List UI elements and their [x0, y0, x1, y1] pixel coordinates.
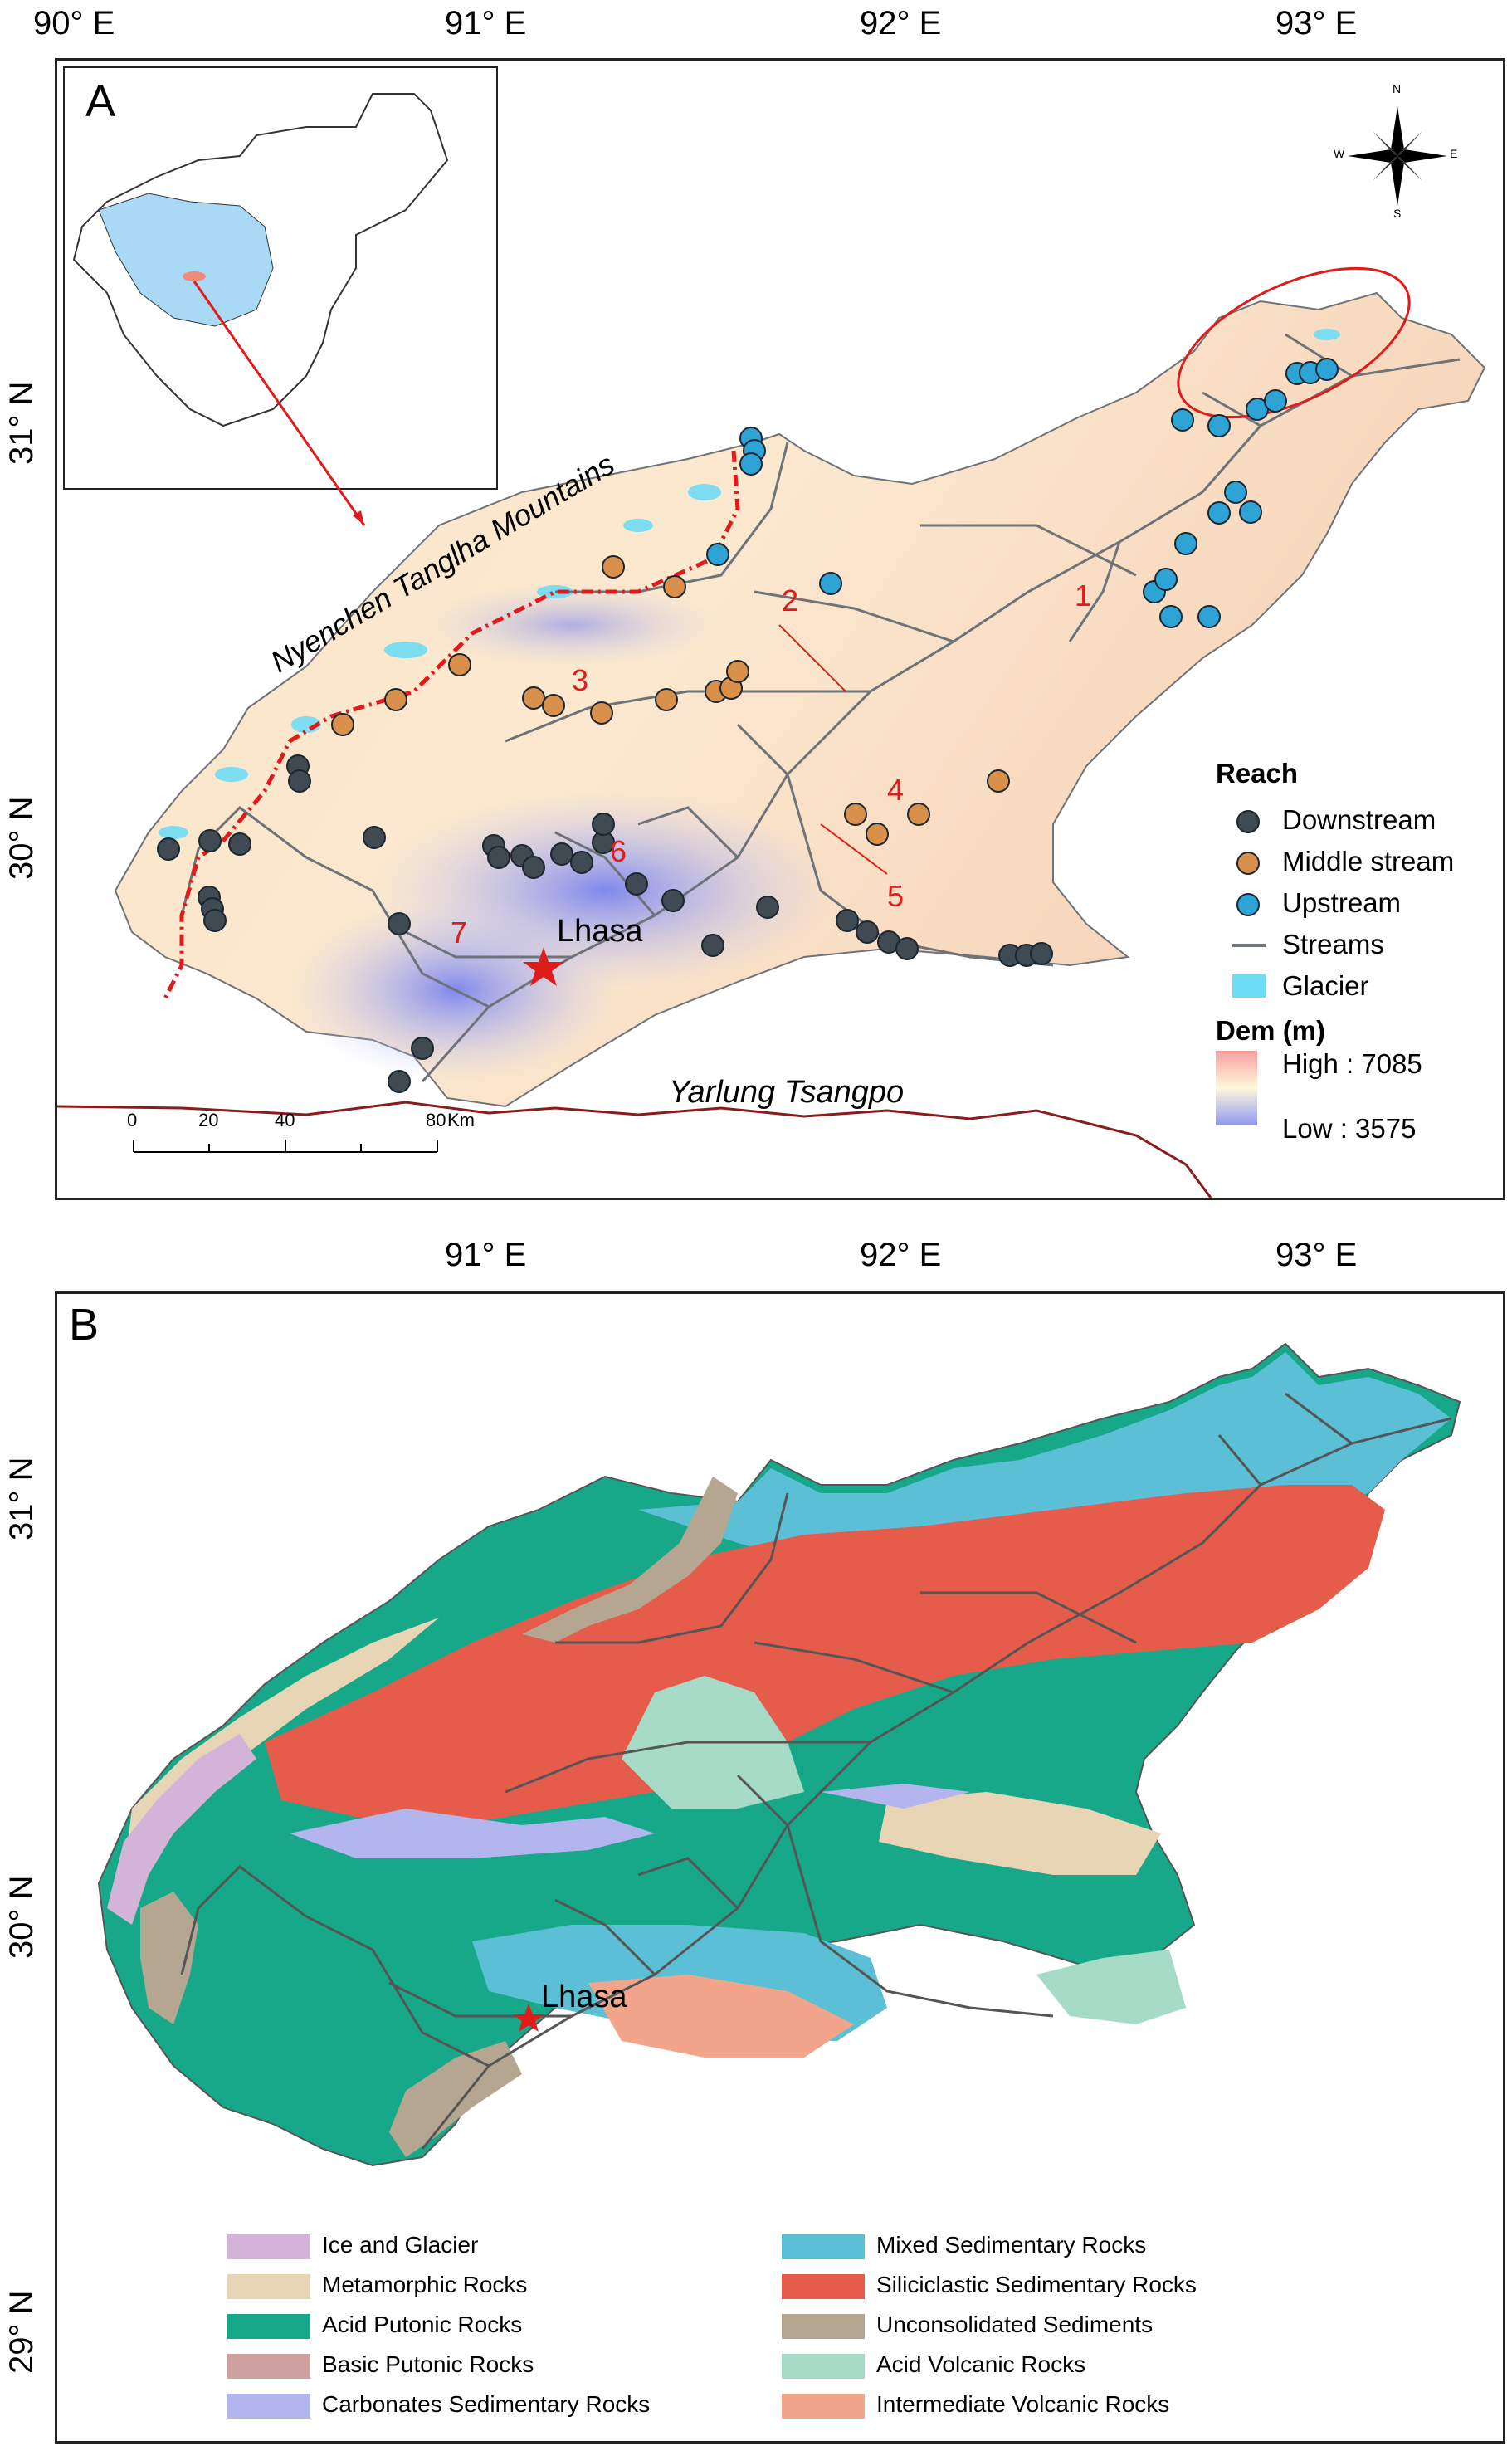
legend-b-item-metamorphic: Metamorphic Rocks [227, 2272, 527, 2299]
legend-b-item-ice-glacier: Ice and Glacier [227, 2232, 478, 2259]
reach-number-1: 1 [1075, 579, 1092, 613]
swatch-metamorphic [227, 2273, 310, 2299]
city-label-a: Lhasa [557, 914, 643, 949]
dem-map [57, 66, 1486, 1198]
compass-s: S [1393, 207, 1402, 220]
panel-label-a: A [85, 76, 116, 126]
reach-number-2: 2 [782, 583, 799, 618]
mountain-ridge-route [163, 450, 740, 1000]
river-label: Yarlung Tsangpo [669, 1075, 905, 1110]
legend-b-label: Unconsolidated Sediments [876, 2312, 1154, 2337]
lon-tick-b-93: 93° E [1275, 1237, 1358, 1273]
scale-label-40: 40 [275, 1110, 295, 1130]
legend-downstream: Downstream [1282, 804, 1436, 835]
scale-label-80: 80 [426, 1110, 446, 1130]
panel-label-b: B [69, 1300, 100, 1350]
compass-n: N [1393, 82, 1402, 95]
legend-dem-high: High : 7085 [1282, 1048, 1422, 1079]
legend-dem-title: Dem (m) [1216, 1015, 1326, 1046]
swatch-carbonates [227, 2393, 310, 2419]
legend-b-item-acid-putonic: Acid Putonic Rocks [227, 2312, 522, 2339]
lat-tick-b-29: 29° N [3, 2290, 40, 2375]
legend-glacier: Glacier [1282, 970, 1369, 1001]
downstream-points [157, 754, 1053, 1093]
legend-b-label: Acid Putonic Rocks [322, 2312, 523, 2337]
lon-tick-90: 90° E [33, 5, 115, 41]
lat-tick-31: 31° N [3, 381, 40, 466]
swatch-acid-putonic [227, 2313, 310, 2339]
legend-middle-stream: Middle stream [1282, 846, 1455, 876]
legend-b-item-intermediate-volcanic: Intermediate Volcanic Rocks [782, 2391, 1169, 2419]
swatch-ice-glacier [227, 2234, 310, 2259]
legend-b-item-unconsolidated: Unconsolidated Sediments [782, 2312, 1153, 2339]
swatch-intermediate-volcanic [782, 2393, 865, 2419]
swatch-unconsolidated [782, 2313, 865, 2339]
swatch-mixed-sedimentary [782, 2234, 865, 2259]
reach-number-3: 3 [572, 663, 589, 697]
lhasa-star [523, 947, 564, 986]
lon-tick-92: 92° E [860, 5, 942, 41]
scale-label-0: 0 [127, 1110, 138, 1130]
lat-tick-30: 30° N [3, 796, 40, 881]
legend-a: Reach Downstream Middle stream Upstream … [1216, 758, 1498, 1148]
scale-label-20: 20 [198, 1110, 219, 1130]
yarlung-tsangpo-river [57, 1101, 1212, 1198]
lon-tick-b-92: 92° E [860, 1237, 942, 1273]
reach-number-4: 4 [887, 773, 905, 807]
reach-number-7: 7 [451, 915, 468, 950]
legend-b-item-acid-volcanic: Acid Volcanic Rocks [782, 2351, 1085, 2379]
lat-tick-b-31: 31° N [3, 1457, 40, 1541]
legend-streams: Streams [1282, 929, 1384, 959]
inset-map [63, 66, 498, 526]
legend-b-label: Carbonates Sedimentary Rocks [322, 2391, 651, 2417]
reach-number-6: 6 [610, 834, 627, 868]
map-panel-a: A N S E W Nyenchen Tanglha Mountains Yar… [55, 58, 1505, 1200]
legend-b-label: Metamorphic Rocks [322, 2272, 528, 2297]
legend-dem-low: Low : 3575 [1282, 1113, 1417, 1144]
legend-b-label: Mixed Sedimentary Rocks [876, 2232, 1147, 2258]
legend-b-item-basic-putonic: Basic Putonic Rocks [227, 2351, 534, 2379]
scale-bar [133, 1140, 438, 1153]
legend-b-label: Siliciclastic Sedimentary Rocks [876, 2272, 1197, 2297]
legend-b-label: Basic Putonic Rocks [322, 2351, 534, 2377]
compass-e: E [1450, 147, 1458, 160]
legend-b-item-mixed-sedimentary: Mixed Sedimentary Rocks [782, 2232, 1146, 2259]
legend-b-item-siliciclastic: Siliciclastic Sedimentary Rocks [782, 2272, 1197, 2299]
swatch-siliciclastic [782, 2273, 865, 2299]
map-panel-b: B Lhasa Ice and Glacier Metamorphic Rock… [55, 1291, 1505, 2444]
lon-tick-93: 93° E [1275, 5, 1358, 41]
legend-reach-title: Reach [1216, 758, 1299, 788]
compass-w: W [1334, 147, 1345, 160]
reach-number-5: 5 [887, 879, 905, 913]
upstream-points [706, 358, 1339, 628]
swatch-acid-volcanic [782, 2353, 865, 2379]
lon-tick-b-91: 91° E [445, 1237, 527, 1273]
lat-tick-b-30: 30° N [3, 1875, 40, 1960]
city-label-b: Lhasa [541, 1980, 627, 2014]
lhasa-star-b [513, 2004, 544, 2032]
legend-b: Ice and Glacier Metamorphic Rocks Acid P… [227, 2232, 1306, 2431]
middle-stream-points [331, 555, 1010, 846]
lon-tick-91: 91° E [445, 5, 527, 41]
scale-unit: Km [447, 1110, 475, 1130]
compass-rose [1348, 106, 1447, 206]
legend-b-item-carbonates: Carbonates Sedimentary Rocks [227, 2391, 650, 2419]
legend-upstream: Upstream [1282, 887, 1402, 918]
swatch-basic-putonic [227, 2353, 310, 2379]
upstream-highlight-ellipse [1177, 266, 1411, 419]
legend-b-label: Acid Volcanic Rocks [876, 2351, 1086, 2377]
geology-map [97, 1342, 1461, 2167]
legend-b-label: Intermediate Volcanic Rocks [876, 2391, 1170, 2417]
legend-b-label: Ice and Glacier [322, 2232, 479, 2258]
